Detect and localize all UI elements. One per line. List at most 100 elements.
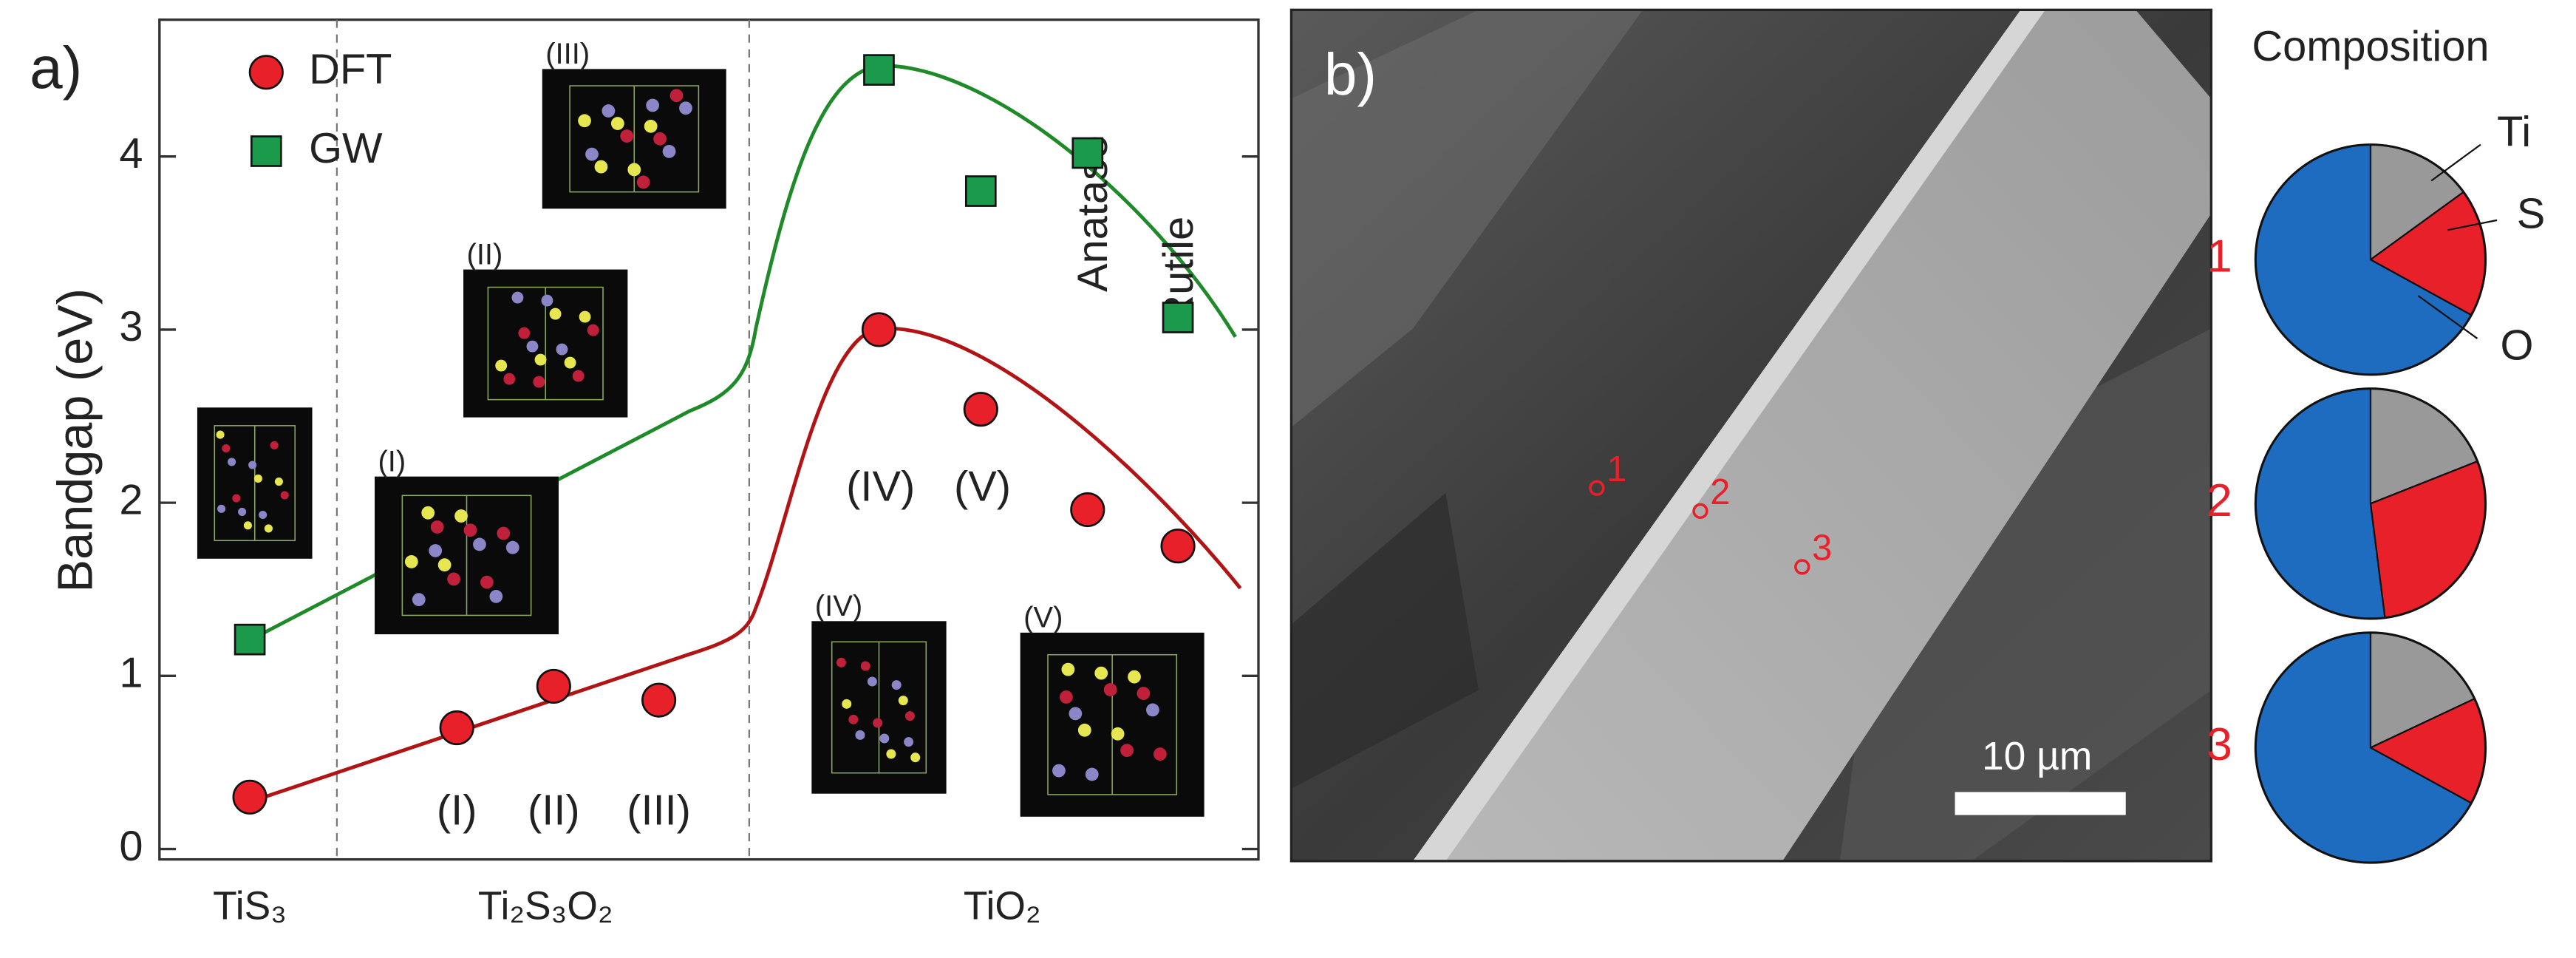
measure-point: [1692, 503, 1708, 520]
inset-atom: [238, 507, 247, 516]
inset-atom: [1077, 723, 1091, 737]
inset-atom: [644, 119, 658, 133]
pie-leader: [2417, 295, 2478, 339]
measure-point: [1589, 480, 1605, 496]
sem-image: 10 µm b): [1289, 8, 2212, 863]
inset-atom: [404, 555, 418, 568]
inset-atom: [495, 359, 508, 372]
inset-atom: [646, 98, 660, 112]
scale-bar: [1955, 792, 2126, 815]
inset-atom: [429, 544, 443, 557]
inset-atom: [437, 558, 452, 572]
sem-crystal-edge: [1412, 10, 2045, 861]
inset-label: (IV): [815, 590, 862, 622]
group-label: TiS₃: [213, 884, 287, 928]
pie-title: Composition: [2252, 23, 2489, 70]
inset-atom: [662, 144, 676, 158]
inset-atom: [585, 147, 599, 161]
pie-outline: [2254, 387, 2487, 620]
pie-slice: [2255, 387, 2386, 620]
inset-atom: [549, 308, 562, 320]
inset-atom: [564, 356, 576, 369]
inset-atom: [848, 714, 859, 724]
inset-atom: [243, 521, 252, 530]
inset-atom: [836, 657, 846, 667]
y-tick-label: 2: [119, 476, 143, 523]
inset-atom: [879, 733, 890, 744]
inset-atom: [412, 593, 426, 607]
dft-point: [963, 392, 998, 427]
measure-point: [1794, 559, 1810, 575]
plot-frame: [158, 18, 1260, 861]
y-tick-label: 1: [119, 650, 143, 697]
pie-outline: [2254, 631, 2487, 864]
dft-point: [439, 710, 474, 746]
gw-point: [234, 623, 266, 656]
y-axis-label: Bandgap (eV): [48, 288, 103, 592]
inset-atom: [1128, 670, 1141, 684]
inset-atom: [454, 509, 468, 523]
inset-atom: [910, 753, 921, 763]
inset-atom: [1060, 690, 1073, 704]
inset-atom: [904, 711, 915, 721]
inset-atom: [518, 327, 531, 339]
dft-point: [641, 682, 677, 718]
inset-atom: [653, 132, 667, 146]
inset-label: (I): [378, 445, 406, 478]
y-tick-label: 0: [119, 823, 143, 870]
gw-point: [1162, 302, 1194, 333]
inset-atom: [578, 114, 591, 128]
legend-marker: [250, 135, 282, 167]
inset-atom: [511, 291, 524, 304]
measure-label: 3: [1812, 529, 1832, 568]
sem-points: 1 2 3: [1589, 449, 1832, 575]
dft-point: [861, 312, 897, 347]
inset-atom: [867, 676, 877, 687]
pie-leader: [2430, 143, 2481, 182]
scale-bar-label: 10 µm: [1982, 735, 2092, 778]
inset-atom: [1146, 703, 1159, 717]
gw-point: [1071, 137, 1104, 169]
inset-atom: [602, 104, 616, 118]
inset-atom: [280, 491, 289, 500]
inset-atom: [610, 117, 624, 130]
category-label: (III): [627, 787, 691, 835]
y-tick-label: 3: [119, 303, 143, 350]
inset-atom: [1094, 666, 1108, 680]
inset-atom: [222, 444, 231, 453]
inset-atom: [264, 524, 273, 533]
inset-atom: [1052, 764, 1066, 778]
category-label: (I): [437, 787, 477, 835]
inset-atom: [1153, 747, 1167, 761]
inset-atom: [636, 175, 650, 189]
inset-atom: [1069, 707, 1083, 721]
measure-label: 1: [1606, 449, 1626, 489]
inset-atom: [1111, 727, 1125, 741]
inset-atom: [579, 310, 591, 323]
pies: 1 Ti S O 2 3: [2207, 109, 2545, 864]
inset-atom: [904, 737, 914, 747]
inset-atom: [627, 163, 641, 177]
inset-atom: [421, 506, 435, 520]
inset-atom: [1137, 687, 1151, 700]
inset-atom: [587, 324, 599, 336]
inset-atom: [497, 526, 511, 540]
fit-curve: [253, 64, 1237, 639]
inset-atom: [620, 129, 634, 143]
pie-category-label: O: [2501, 322, 2534, 370]
inset-atom: [534, 353, 547, 366]
inset-atom: [842, 699, 852, 709]
panel-label: b): [1324, 41, 1377, 107]
gw-point: [863, 54, 895, 86]
pie-outline: [2254, 143, 2487, 376]
sem-flake: [1291, 10, 1643, 427]
inset-atom: [669, 89, 684, 103]
inset-atom: [480, 575, 494, 589]
inset-atom: [572, 370, 585, 382]
insets: (I) (II) (III) (IV) (V): [197, 38, 1204, 817]
pie-label: 2: [2207, 475, 2232, 526]
legend-label: GW: [309, 125, 383, 172]
inset-atom: [594, 160, 608, 174]
legend-marker: [248, 55, 284, 90]
